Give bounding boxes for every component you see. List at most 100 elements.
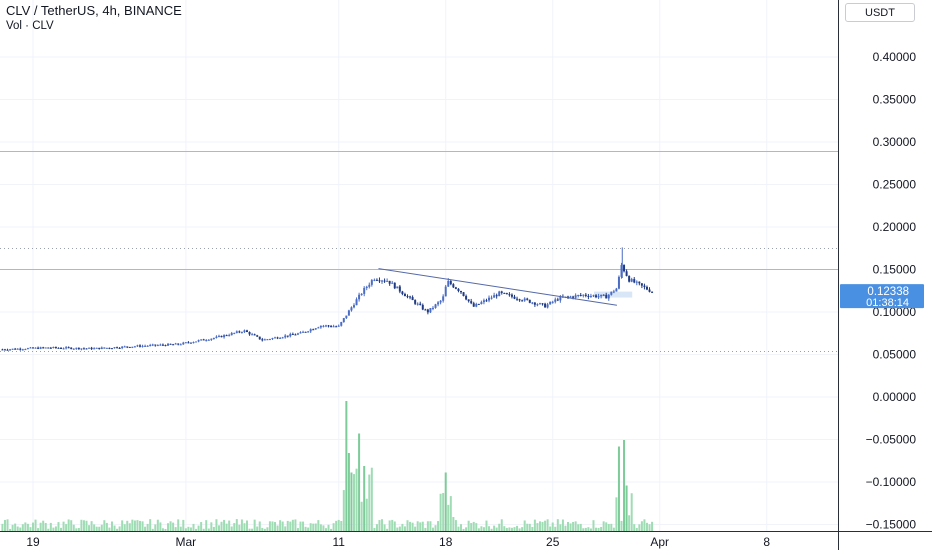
volume-bar [108, 527, 111, 531]
volume-bar [156, 519, 159, 531]
candle-body [633, 279, 636, 283]
candle-body [177, 343, 180, 345]
volume-bar [62, 521, 65, 531]
volume-bar [24, 522, 27, 531]
candle-body [54, 346, 57, 348]
candle-body [421, 304, 424, 310]
price-tick-label: 0.30000 [873, 135, 917, 149]
volume-bar [564, 525, 567, 531]
candle-body [80, 348, 83, 350]
candle-body [225, 335, 228, 337]
volume-bar [85, 520, 88, 531]
volume-bar [381, 519, 384, 531]
candle-body [279, 337, 282, 339]
candle-body [434, 304, 437, 308]
volume-bar [345, 401, 348, 531]
candle-body [370, 280, 373, 285]
candle-body [584, 294, 587, 296]
candle-body [582, 294, 585, 296]
volume-bar [393, 521, 396, 531]
candle-body [383, 280, 386, 282]
candle-body [360, 293, 363, 295]
candle-body [149, 345, 152, 347]
candle-body [398, 286, 401, 292]
candle-body [39, 347, 42, 349]
candle-body [251, 334, 254, 336]
candle-body [205, 340, 208, 342]
candle-body [26, 348, 29, 350]
volume-bar [332, 523, 335, 531]
volume-bar [302, 521, 305, 531]
price-axis[interactable]: 0.40000 0.35000 0.30000 0.25000 0.20000 0.150… [838, 0, 932, 550]
volume-bar [93, 524, 96, 531]
candle-body [197, 340, 200, 342]
volume-bar [210, 522, 213, 531]
volume-bar [159, 522, 162, 531]
candle-body [411, 297, 414, 301]
candle-body [141, 345, 144, 347]
volume-bar [587, 527, 590, 531]
candle-body [324, 325, 327, 327]
volume-bar [465, 527, 468, 531]
volume-bar [261, 527, 264, 531]
candle-body [202, 339, 205, 341]
candle-body [286, 335, 289, 337]
candle-body [510, 294, 513, 297]
volume-bar [26, 523, 29, 531]
candle-body [373, 279, 376, 281]
candle-body [243, 330, 246, 333]
candle-body [554, 299, 557, 302]
time-axis[interactable]: 19 Mar 11 18 25 Apr 8 [0, 531, 932, 550]
volume-bar [184, 528, 187, 531]
volume-bar [34, 519, 37, 531]
volume-bar [291, 519, 294, 531]
volume-bar [612, 527, 615, 531]
volume-bar [482, 527, 485, 531]
volume-bars [1, 401, 654, 531]
volume-bar [251, 528, 254, 531]
candle-body [296, 333, 299, 335]
candle-body [612, 291, 615, 293]
volume-bar [90, 521, 93, 531]
volume-bar [602, 521, 605, 531]
candle-body [65, 347, 68, 349]
volume-bar [240, 519, 243, 531]
countdown-label: 01:38:14 [866, 297, 909, 309]
candle-body [368, 284, 371, 287]
volume-bar [635, 527, 638, 531]
volume-bar [355, 468, 358, 531]
candle-body [246, 330, 248, 333]
candle-body [77, 347, 80, 350]
volume-bar [589, 528, 592, 531]
candle-body [523, 298, 526, 301]
volume-bar [67, 519, 70, 531]
volume-bar [424, 527, 427, 531]
volume-bar [98, 526, 101, 531]
candle-body [187, 342, 190, 344]
volume-bar [488, 526, 491, 531]
volume-bar [16, 526, 19, 531]
candle-body [597, 296, 600, 298]
currency-button[interactable]: USDT [845, 3, 915, 22]
price-axis-bg [838, 0, 932, 550]
price-tick-label: 0.40000 [873, 50, 917, 64]
volume-bar [523, 520, 526, 531]
candle-body [403, 293, 406, 297]
candle-body [110, 348, 113, 350]
candle-body [546, 304, 549, 308]
candle-body [536, 304, 539, 306]
volume-bar [574, 521, 577, 531]
volume-bar [268, 521, 271, 531]
candle-body [401, 291, 404, 294]
candle-body [67, 347, 70, 349]
candle-body [600, 294, 603, 297]
volume-bar [319, 524, 322, 531]
volume-bar [77, 527, 80, 531]
volume-bar [444, 472, 447, 531]
candle-body [442, 296, 445, 301]
volume-bar [640, 521, 643, 531]
candle-body [9, 349, 12, 351]
volume-bar [643, 519, 646, 531]
